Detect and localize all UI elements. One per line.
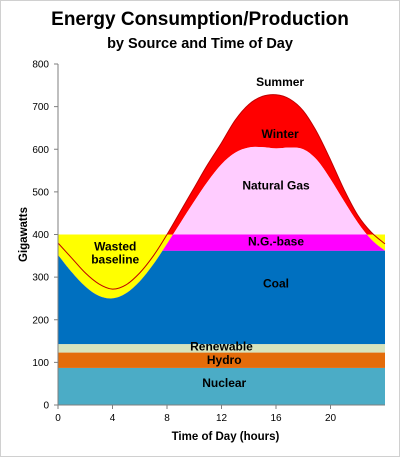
y-tick-label: 0 [43, 401, 49, 412]
x-tick-label: 12 [216, 413, 228, 424]
renewable-label: Renewable [190, 339, 253, 353]
y-tick-label: 800 [32, 60, 49, 71]
x-tick-label: 4 [110, 413, 116, 424]
summer-label: Summer [256, 75, 304, 89]
y-tick-label: 300 [32, 273, 49, 284]
winter-label: Winter [261, 127, 299, 141]
summer-winter-band [58, 94, 385, 299]
summer-demand-line [57, 94, 386, 290]
chart-subtitle: by Source and Time of Day [107, 36, 293, 52]
y-tick-label: 200 [32, 315, 49, 326]
y-tick-label: 600 [32, 145, 49, 156]
hydro-band [58, 352, 385, 368]
x-tick-label: 16 [270, 413, 282, 424]
y-tick-label: 100 [32, 358, 49, 369]
wasted-label-line2: baseline [91, 252, 139, 266]
y-tick-label: 500 [32, 187, 49, 198]
x-tick-label: 20 [325, 413, 337, 424]
wasted-label-line1: Wasted [94, 240, 136, 254]
hydro-label: Hydro [207, 353, 242, 367]
x-tick-label: 8 [164, 413, 170, 424]
renewable-band [58, 344, 385, 353]
y-tick-label: 400 [32, 230, 49, 241]
x-tick-label: 0 [55, 413, 61, 424]
ng-base-label: N.G.-base [248, 235, 304, 249]
chart-title: Energy Consumption/Production [51, 9, 349, 30]
x-axis-label: Time of Day (hours) [172, 431, 280, 443]
y-tick-label: 700 [32, 102, 49, 113]
natural-gas-label: Natural Gas [242, 179, 310, 193]
coal-label: Coal [263, 276, 289, 290]
nuclear-band [58, 367, 385, 405]
y-axis-label: Gigawatts [18, 207, 30, 262]
nuclear-label: Nuclear [202, 376, 246, 390]
